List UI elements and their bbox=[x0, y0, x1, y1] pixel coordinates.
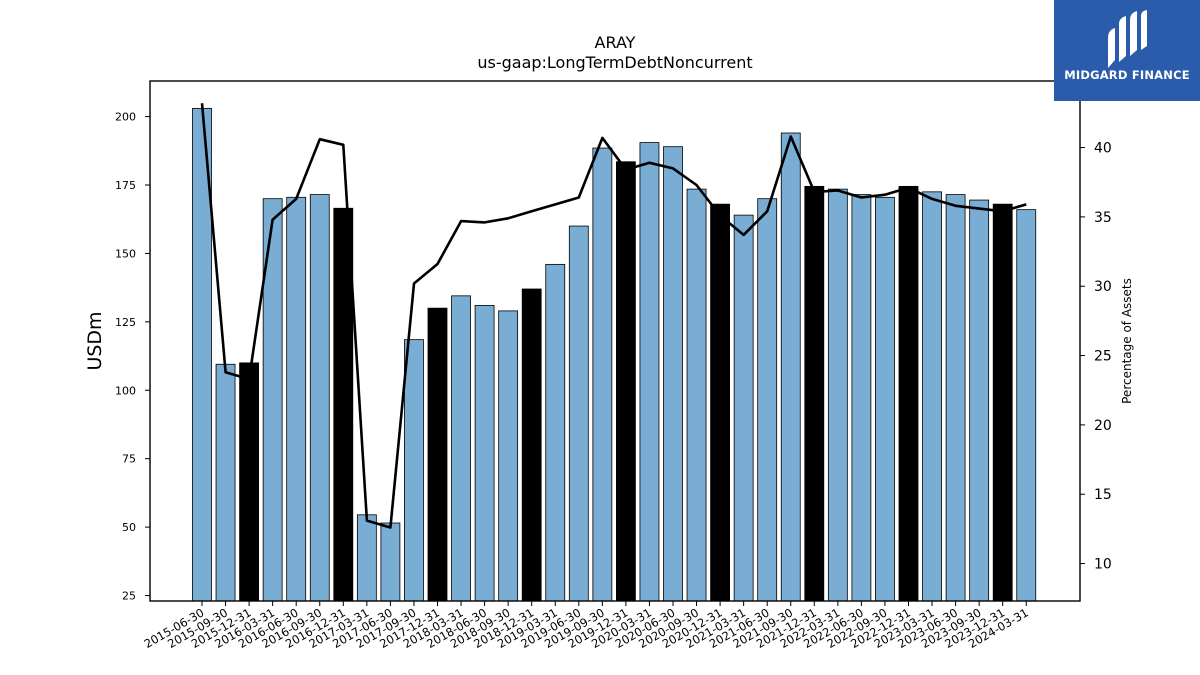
bar-2018-12-31 bbox=[521, 288, 542, 602]
bar-2022-12-31 bbox=[898, 185, 919, 602]
y2-tick-label: 15 bbox=[1094, 487, 1112, 503]
y2-tick-label: 40 bbox=[1094, 141, 1112, 157]
y2-tick-label: 25 bbox=[1094, 349, 1112, 365]
bar-2020-03-31 bbox=[639, 142, 660, 602]
y-tick-label: 25 bbox=[122, 590, 136, 603]
bar-2023-12-31 bbox=[992, 203, 1013, 602]
bar-2021-06-30 bbox=[757, 198, 778, 602]
bar-2020-09-30 bbox=[686, 188, 707, 602]
bar-2016-09-30 bbox=[309, 194, 330, 602]
bar-2021-12-31 bbox=[804, 185, 825, 602]
bar-2018-06-30 bbox=[474, 305, 495, 602]
bar-2022-03-31 bbox=[827, 188, 848, 602]
bar-2024-03-31 bbox=[1016, 209, 1037, 602]
brand-logo: MIDGARD FINANCE bbox=[1054, 0, 1200, 101]
bar-series bbox=[192, 107, 1037, 602]
line-series bbox=[200, 103, 1027, 529]
y-tick-label: 75 bbox=[122, 453, 136, 466]
y-tick-label: 150 bbox=[115, 247, 136, 260]
bar-2017-03-31 bbox=[356, 514, 377, 602]
bar-2020-12-31 bbox=[710, 203, 730, 602]
bar-2019-03-31 bbox=[545, 263, 566, 602]
brand-name: MIDGARD FINANCE bbox=[1064, 68, 1190, 82]
y2-tick-label: 35 bbox=[1094, 210, 1112, 226]
y-tick-label: 125 bbox=[115, 316, 136, 329]
bar-2019-06-30 bbox=[568, 225, 589, 602]
bar-2018-09-30 bbox=[498, 310, 519, 602]
y-tick-label: 175 bbox=[115, 179, 136, 192]
bar-2022-06-30 bbox=[851, 194, 872, 602]
plot-frame bbox=[149, 80, 1081, 602]
bar-2019-09-30 bbox=[592, 147, 613, 602]
bar-2017-06-30 bbox=[380, 522, 401, 602]
bar-2017-12-31 bbox=[427, 307, 448, 602]
bar-2023-06-30 bbox=[945, 194, 966, 602]
bar-2019-12-31 bbox=[616, 161, 636, 602]
bar-2017-09-30 bbox=[404, 339, 424, 602]
bar-2022-09-30 bbox=[875, 196, 895, 602]
bar-2021-09-30 bbox=[780, 132, 801, 602]
bar-2016-06-30 bbox=[286, 196, 307, 602]
y2-tick-label: 20 bbox=[1094, 418, 1112, 434]
y-tick-label: 100 bbox=[115, 384, 136, 397]
y2-axis-label: Percentage of Assets bbox=[1120, 278, 1134, 404]
y-axis-label: USDm bbox=[84, 311, 106, 370]
percentage-line bbox=[200, 103, 1027, 529]
bar-2015-09-30 bbox=[215, 363, 236, 602]
bar-2018-03-31 bbox=[451, 295, 471, 602]
midgard-logo-icon bbox=[1108, 10, 1147, 68]
axes: 255075100125150175200101520253035402015-… bbox=[115, 80, 1112, 651]
bar-2020-06-30 bbox=[663, 146, 683, 602]
bar-2021-03-31 bbox=[733, 214, 754, 602]
bar-2023-03-31 bbox=[922, 191, 942, 602]
y-tick-label: 50 bbox=[122, 521, 136, 534]
chart-subtitle: us-gaap:LongTermDebtNoncurrent bbox=[477, 53, 752, 72]
chart-title: ARAY bbox=[595, 33, 636, 52]
y-tick-label: 200 bbox=[115, 111, 136, 124]
bar-2015-12-31 bbox=[239, 362, 260, 602]
y2-tick-label: 30 bbox=[1094, 279, 1112, 295]
bar-2023-09-30 bbox=[969, 199, 990, 602]
y2-tick-label: 10 bbox=[1094, 557, 1112, 573]
